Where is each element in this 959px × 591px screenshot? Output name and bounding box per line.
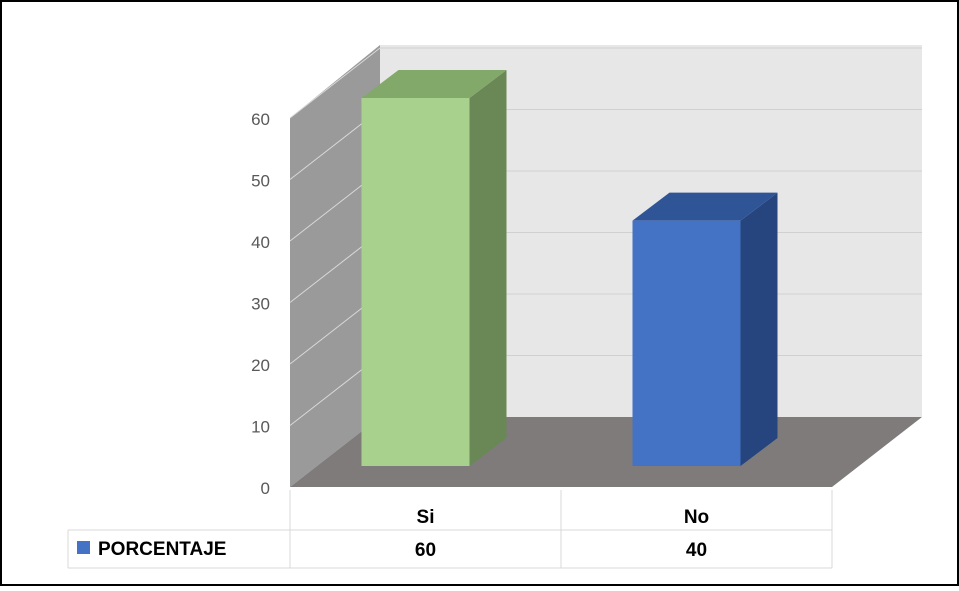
bar-top xyxy=(632,192,778,221)
side-wall xyxy=(290,45,380,487)
bar-front xyxy=(361,98,470,466)
y-tick-label: 50 xyxy=(251,172,270,191)
bar-side xyxy=(469,70,507,466)
bar-front xyxy=(632,220,741,466)
legend-swatch xyxy=(77,541,90,554)
bar-top xyxy=(361,70,507,98)
gridline-side xyxy=(289,47,381,119)
table-value: 40 xyxy=(686,540,707,561)
y-tick-label: 60 xyxy=(251,110,270,129)
x-category-label: No xyxy=(684,507,709,528)
y-tick-label: 10 xyxy=(251,418,270,437)
bars xyxy=(361,70,778,466)
y-tick-label: 30 xyxy=(251,295,270,314)
bar-side xyxy=(740,192,778,466)
y-axis-ticks: 0 10 20 30 40 50 60 xyxy=(251,110,270,498)
bar-no xyxy=(632,192,778,466)
table-value: 60 xyxy=(415,540,436,561)
bar-si xyxy=(361,70,507,466)
x-category-label: Si xyxy=(417,507,435,528)
y-tick-label: 40 xyxy=(251,233,270,252)
legend-label: PORCENTAJE xyxy=(98,539,226,560)
y-tick-label: 20 xyxy=(251,356,270,375)
data-table: PORCENTAJE Si 60 No 40 xyxy=(67,490,833,569)
y-tick-label: 0 xyxy=(261,479,270,498)
